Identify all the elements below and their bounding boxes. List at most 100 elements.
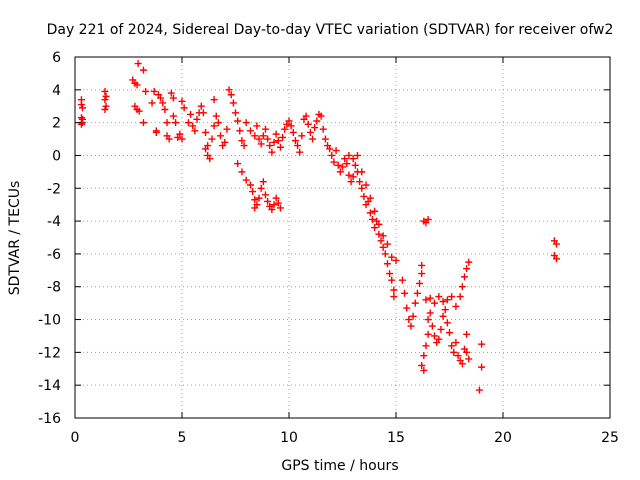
y-tick-label: -12 — [38, 345, 61, 361]
data-point — [435, 335, 443, 343]
data-point — [255, 194, 263, 202]
data-point — [253, 201, 261, 209]
data-point — [242, 119, 250, 127]
data-point — [193, 115, 201, 123]
data-point — [206, 155, 214, 163]
data-point — [101, 106, 109, 114]
data-point — [317, 112, 325, 120]
data-point — [418, 261, 426, 269]
data-point — [334, 161, 342, 169]
data-point — [448, 293, 456, 301]
data-point — [435, 293, 443, 301]
data-point — [251, 196, 259, 204]
data-point — [381, 250, 389, 258]
y-tick-label: 4 — [52, 83, 61, 99]
data-point — [150, 87, 158, 95]
y-tick-labels: -16 -14 -12 -10 -8 -6 -4 -2 0 2 4 6 — [38, 50, 61, 427]
data-point — [386, 270, 394, 278]
data-point — [439, 312, 447, 320]
data-point — [169, 112, 177, 120]
x-tick-labels: 0 5 10 15 20 25 — [71, 430, 619, 446]
data-point — [428, 322, 436, 330]
data-point — [78, 115, 86, 123]
data-point — [285, 117, 293, 125]
data-point — [234, 160, 242, 168]
data-point — [420, 366, 428, 374]
data-point — [187, 110, 195, 118]
data-point — [349, 173, 357, 181]
data-point — [328, 151, 336, 159]
data-point — [351, 161, 359, 169]
x-tick-label: 20 — [494, 430, 512, 446]
data-point — [240, 142, 248, 150]
data-point — [458, 360, 466, 368]
data-point — [347, 178, 355, 186]
data-point — [255, 135, 263, 143]
data-point — [266, 142, 274, 150]
data-point — [377, 237, 385, 245]
data-point — [366, 209, 374, 217]
data-point — [134, 60, 142, 68]
data-point — [431, 332, 439, 340]
data-point — [424, 316, 432, 324]
y-tick-label: -8 — [47, 280, 61, 296]
data-point — [261, 125, 269, 133]
data-point — [251, 132, 259, 140]
data-point — [441, 306, 449, 314]
y-tick-label: -4 — [47, 214, 61, 230]
grid — [75, 57, 610, 418]
data-point — [332, 147, 340, 155]
data-point — [358, 184, 366, 192]
data-point — [356, 178, 364, 186]
data-point — [439, 297, 447, 305]
data-point — [336, 168, 344, 176]
data-point — [227, 91, 235, 99]
data-point — [392, 256, 400, 264]
data-point — [330, 158, 338, 166]
data-point — [210, 122, 218, 130]
data-point — [398, 276, 406, 284]
y-tick-label: -16 — [38, 411, 61, 427]
data-point — [159, 99, 167, 107]
data-point — [257, 184, 265, 192]
x-tick-label: 5 — [178, 430, 187, 446]
data-point — [102, 102, 110, 110]
data-point — [229, 99, 237, 107]
data-point — [460, 273, 468, 281]
data-point — [214, 119, 222, 127]
data-point — [446, 329, 453, 337]
y-tick-label: -14 — [38, 378, 61, 394]
x-tick-label: 25 — [601, 430, 619, 446]
data-point — [189, 122, 197, 130]
data-point — [388, 253, 396, 261]
data-point — [478, 340, 486, 348]
data-point — [420, 352, 428, 360]
data-point — [142, 87, 150, 95]
data-point — [77, 120, 85, 128]
data-point — [264, 197, 272, 205]
data-point — [443, 296, 451, 304]
data-point — [358, 168, 366, 176]
chart-title: Day 221 of 2024, Sidereal Day-to-day VTE… — [47, 22, 614, 38]
data-point — [294, 142, 302, 150]
data-point — [169, 94, 177, 102]
data-point — [178, 97, 186, 105]
data-point — [272, 194, 280, 202]
data-point — [390, 286, 398, 294]
data-point — [375, 230, 383, 238]
data-point — [452, 302, 460, 310]
data-point — [304, 120, 312, 128]
data-point — [418, 361, 426, 369]
data-point — [553, 255, 560, 263]
data-point — [424, 330, 432, 338]
data-point — [272, 130, 280, 138]
data-point — [418, 270, 426, 278]
data-point — [163, 119, 171, 127]
data-point — [152, 128, 160, 136]
data-point — [553, 240, 560, 248]
data-point — [339, 163, 346, 171]
data-point — [139, 119, 147, 127]
data-point — [465, 258, 473, 266]
data-point — [161, 106, 169, 114]
data-point — [268, 206, 276, 214]
